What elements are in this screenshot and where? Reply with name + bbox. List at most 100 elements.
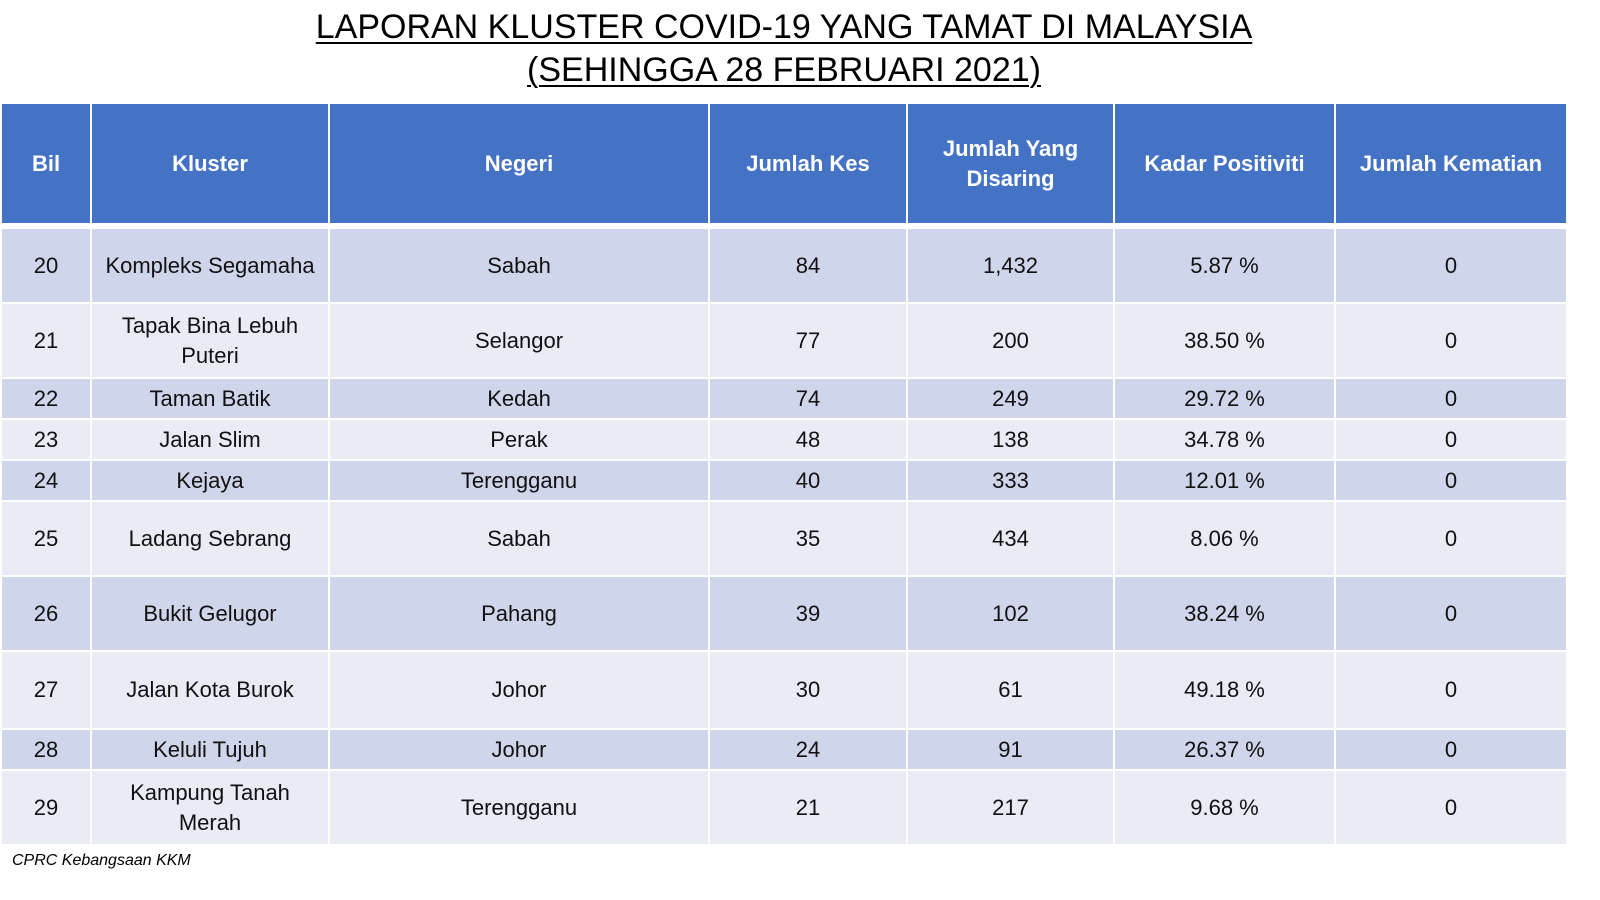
header-jumlah-disaring-line1: Jumlah Yang [942,135,1079,161]
table-row: 24 Kejaya Terengganu 40 333 12.01 % 0 [2,461,1566,500]
cell-kadar-positiviti: 49.18 % [1115,652,1334,728]
cell-jumlah-kes: 21 [710,771,906,844]
cell-jumlah-kes: 77 [710,304,906,377]
cell-jumlah-kematian: 0 [1336,379,1566,418]
cell-jumlah-disaring: 138 [908,420,1113,459]
cell-bil: 22 [2,379,90,418]
cell-kadar-positiviti: 8.06 % [1115,502,1334,575]
header-jumlah-kes: Jumlah Kes [710,104,906,223]
cell-jumlah-disaring: 1,432 [908,229,1113,302]
cell-jumlah-disaring: 61 [908,652,1113,728]
cell-negeri: Johor [330,652,708,728]
kluster-line2: Merah [178,809,242,835]
cell-bil: 23 [2,420,90,459]
cell-kluster: Ladang Sebrang [92,502,328,575]
cell-bil: 29 [2,771,90,844]
header-kadar-positiviti: Kadar Positiviti [1115,104,1334,223]
cell-bil: 25 [2,502,90,575]
cell-jumlah-kes: 30 [710,652,906,728]
cell-negeri: Pahang [330,577,708,650]
cell-negeri: Terengganu [330,771,708,844]
cell-jumlah-kematian: 0 [1336,771,1566,844]
header-jumlah-disaring-line2: Disaring [966,165,1055,191]
kluster-line1: Kejaya [176,467,244,493]
kluster-line1: Kompleks Segamaha [105,252,315,278]
cell-bil: 26 [2,577,90,650]
cell-kadar-positiviti: 34.78 % [1115,420,1334,459]
table-row: 22 Taman Batik Kedah 74 249 29.72 % 0 [2,379,1566,418]
kluster-line1: Jalan Kota Burok [126,677,294,702]
cell-negeri: Sabah [330,502,708,575]
cell-jumlah-kematian: 0 [1336,461,1566,500]
cell-kluster: Taman Batik [92,379,328,418]
cell-negeri: Perak [330,420,708,459]
cell-negeri: Johor [330,730,708,769]
cell-jumlah-kematian: 0 [1336,577,1566,650]
kluster-line1: Jalan Slim [159,426,261,452]
kluster-line1: Bukit Gelugor [143,600,277,626]
table-row: 27 Jalan Kota Burok Johor 30 61 49.18 % … [2,652,1566,728]
cell-kluster: Jalan Kota Burok [92,652,328,728]
cell-jumlah-kes: 39 [710,577,906,650]
cell-kluster: Kampung Tanah Merah [92,771,328,844]
cell-jumlah-disaring: 102 [908,577,1113,650]
cell-negeri: Sabah [330,229,708,302]
table-row: 28 Keluli Tujuh Johor 24 91 26.37 % 0 [2,730,1566,769]
cell-negeri: Terengganu [330,461,708,500]
cell-kluster: Jalan Slim [92,420,328,459]
kluster-line1: Taman Batik [149,385,271,411]
cell-jumlah-kes: 35 [710,502,906,575]
cell-kadar-positiviti: 9.68 % [1115,771,1334,844]
header-row: Bil Kluster Negeri Jumlah Kes Jumlah Yan… [2,104,1566,223]
table-row: 26 Bukit Gelugor Pahang 39 102 38.24 % 0 [2,577,1566,650]
table-row: 29 Kampung Tanah Merah Terengganu 21 217… [2,771,1566,844]
cell-kadar-positiviti: 26.37 % [1115,730,1334,769]
cell-jumlah-disaring: 217 [908,771,1113,844]
table-row: 20 Kompleks Segamaha Sabah 84 1,432 5.87… [2,229,1566,302]
cell-bil: 24 [2,461,90,500]
cell-jumlah-kematian: 0 [1336,730,1566,769]
title-line-2: (SEHINGGA 28 FEBRUARI 2021) [527,51,1041,89]
cell-bil: 21 [2,304,90,377]
header-kluster: Kluster [92,104,328,223]
cell-negeri: Selangor [330,304,708,377]
cell-kluster: Keluli Tujuh [92,730,328,769]
kluster-line1: Keluli Tujuh [153,736,267,762]
kluster-line1: Kampung Tanah [130,779,290,805]
header-jumlah-kematian: Jumlah Kematian [1336,104,1566,223]
cell-jumlah-disaring: 333 [908,461,1113,500]
cell-jumlah-kes: 40 [710,461,906,500]
cell-kadar-positiviti: 5.87 % [1115,229,1334,302]
cell-kadar-positiviti: 38.50 % [1115,304,1334,377]
cell-kadar-positiviti: 38.24 % [1115,577,1334,650]
cell-jumlah-disaring: 200 [908,304,1113,377]
header-jumlah-disaring: Jumlah Yang Disaring [908,104,1113,223]
header-bil: Bil [2,104,90,223]
cell-bil: 20 [2,229,90,302]
cell-jumlah-kes: 74 [710,379,906,418]
kluster-line2: Puteri [181,342,239,368]
title-line-1: LAPORAN KLUSTER COVID-19 YANG TAMAT DI M… [315,8,1253,46]
cell-jumlah-kematian: 0 [1336,304,1566,377]
table-row: 23 Jalan Slim Perak 48 138 34.78 % 0 [2,420,1566,459]
cell-jumlah-kematian: 0 [1336,229,1566,302]
cell-kluster: Bukit Gelugor [92,577,328,650]
cell-negeri: Kedah [330,379,708,418]
table-row: 25 Ladang Sebrang Sabah 35 434 8.06 % 0 [2,502,1566,575]
cell-jumlah-disaring: 249 [908,379,1113,418]
cell-kadar-positiviti: 29.72 % [1115,379,1334,418]
kluster-line1: Tapak Bina Lebuh [121,312,299,338]
cell-bil: 28 [2,730,90,769]
cell-kluster: Kejaya [92,461,328,500]
cluster-table: Bil Kluster Negeri Jumlah Kes Jumlah Yan… [0,102,1568,846]
cell-jumlah-kematian: 0 [1336,652,1566,728]
cell-jumlah-kes: 48 [710,420,906,459]
header-negeri: Negeri [330,104,708,223]
cell-jumlah-kematian: 0 [1336,420,1566,459]
report-title: LAPORAN KLUSTER COVID-19 YANG TAMAT DI M… [0,6,1568,92]
cell-kadar-positiviti: 12.01 % [1115,461,1334,500]
cell-jumlah-disaring: 434 [908,502,1113,575]
table-row: 21 Tapak Bina Lebuh Puteri Selangor 77 2… [2,304,1566,377]
cell-jumlah-kematian: 0 [1336,502,1566,575]
cell-jumlah-disaring: 91 [908,730,1113,769]
